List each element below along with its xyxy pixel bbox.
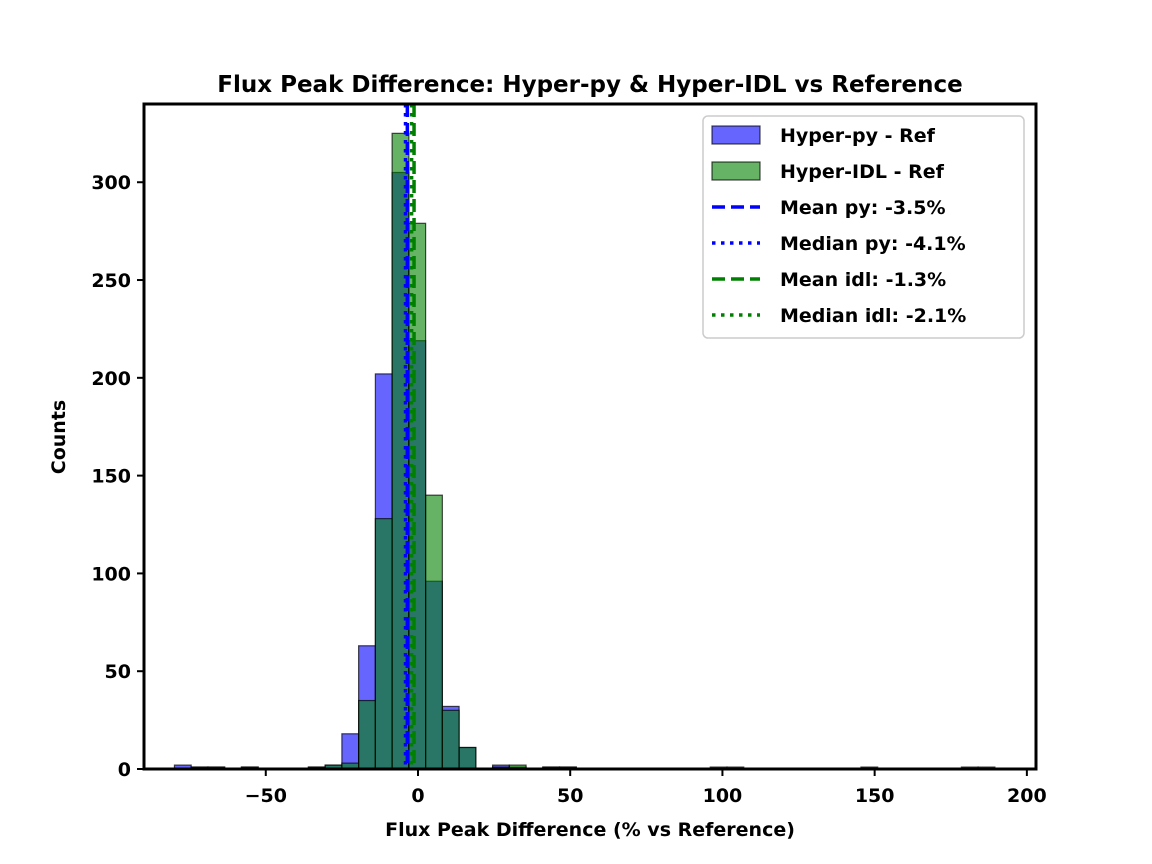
legend: Hyper-py - Ref Hyper-IDL - Ref Mean py: -3… [702, 115, 1025, 339]
x-tick-label: 0 [411, 785, 424, 807]
y-tick-label: 50 [105, 661, 131, 683]
histogram-bar-series-2 [458, 746, 477, 769]
histogram-bar-series-2 [425, 494, 443, 769]
legend-label: Hyper-py - Ref [780, 125, 936, 147]
y-tick-label: 150 [91, 466, 131, 488]
histogram-bar-series-2 [374, 518, 393, 769]
legend-label: Median py: -4.1% [780, 233, 966, 255]
x-tick-label: 200 [1007, 785, 1047, 807]
histogram-bar-series-2 [508, 764, 527, 769]
legend-label: Mean idl: -1.3% [780, 269, 946, 291]
y-axis-label: Counts [48, 400, 70, 474]
histogram-bar-series-2 [441, 709, 460, 769]
legend-label: Median idl: -2.1% [780, 305, 966, 327]
legend-box [702, 115, 1025, 339]
y-tick-label: 100 [91, 563, 131, 585]
chart-title: Flux Peak Difference: Hyper-py & Hyper-I… [217, 72, 962, 98]
x-tick-label: 150 [855, 785, 895, 807]
legend-swatch [711, 125, 761, 145]
x-tick-label: 50 [557, 785, 583, 807]
x-tick-label: 100 [703, 785, 743, 807]
plot-frame [142, 102, 1038, 771]
x-tick-label: −50 [245, 785, 287, 807]
y-tick-label: 200 [91, 368, 131, 390]
x-axis-label: Flux Peak Difference (% vs Reference) [385, 819, 795, 841]
legend-label: Hyper-IDL - Ref [780, 161, 945, 183]
y-tick-label: 300 [91, 172, 131, 194]
legend-label: Mean py: -3.5% [780, 197, 946, 219]
y-tick-label: 250 [91, 270, 131, 292]
histogram-bar-series-2 [358, 699, 376, 769]
y-tick-label: 0 [118, 759, 131, 781]
legend-swatch [711, 161, 761, 181]
